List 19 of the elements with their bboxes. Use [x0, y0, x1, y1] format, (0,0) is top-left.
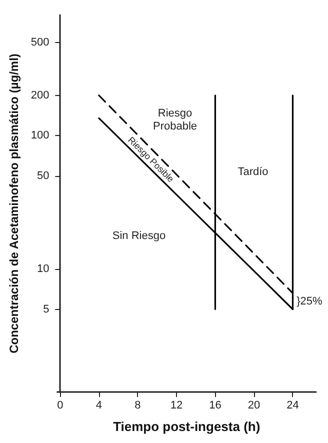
y-tick-label: 100 [30, 130, 50, 142]
x-tick-label: 4 [96, 400, 102, 412]
x-tick-label: 16 [209, 400, 222, 412]
y-tick-label: 5 [43, 303, 50, 316]
y-tick-label: 500 [30, 36, 50, 48]
x-tick-label: 20 [248, 400, 260, 412]
y-tick-label: 10 [37, 263, 50, 276]
x-tick-label: 12 [170, 400, 183, 412]
x-tick-label: 0 [57, 400, 64, 412]
annotation: }25% [296, 296, 323, 308]
annotation: Sin Riesgo [112, 230, 166, 242]
annotation: Tardío [238, 166, 268, 178]
x-axis-title: Tiempo post-ingesta (h) [113, 419, 260, 434]
y-axis-title: Concentración de Acetaminofeno plasmático (µg/ml) [7, 54, 21, 354]
annotation: Riesgo Probable [152, 108, 198, 132]
y-tick-label: 50 [37, 170, 50, 182]
x-tick-label: 24 [286, 400, 299, 412]
x-tick-label: 8 [134, 400, 141, 412]
y-tick-label: 200 [30, 89, 50, 102]
